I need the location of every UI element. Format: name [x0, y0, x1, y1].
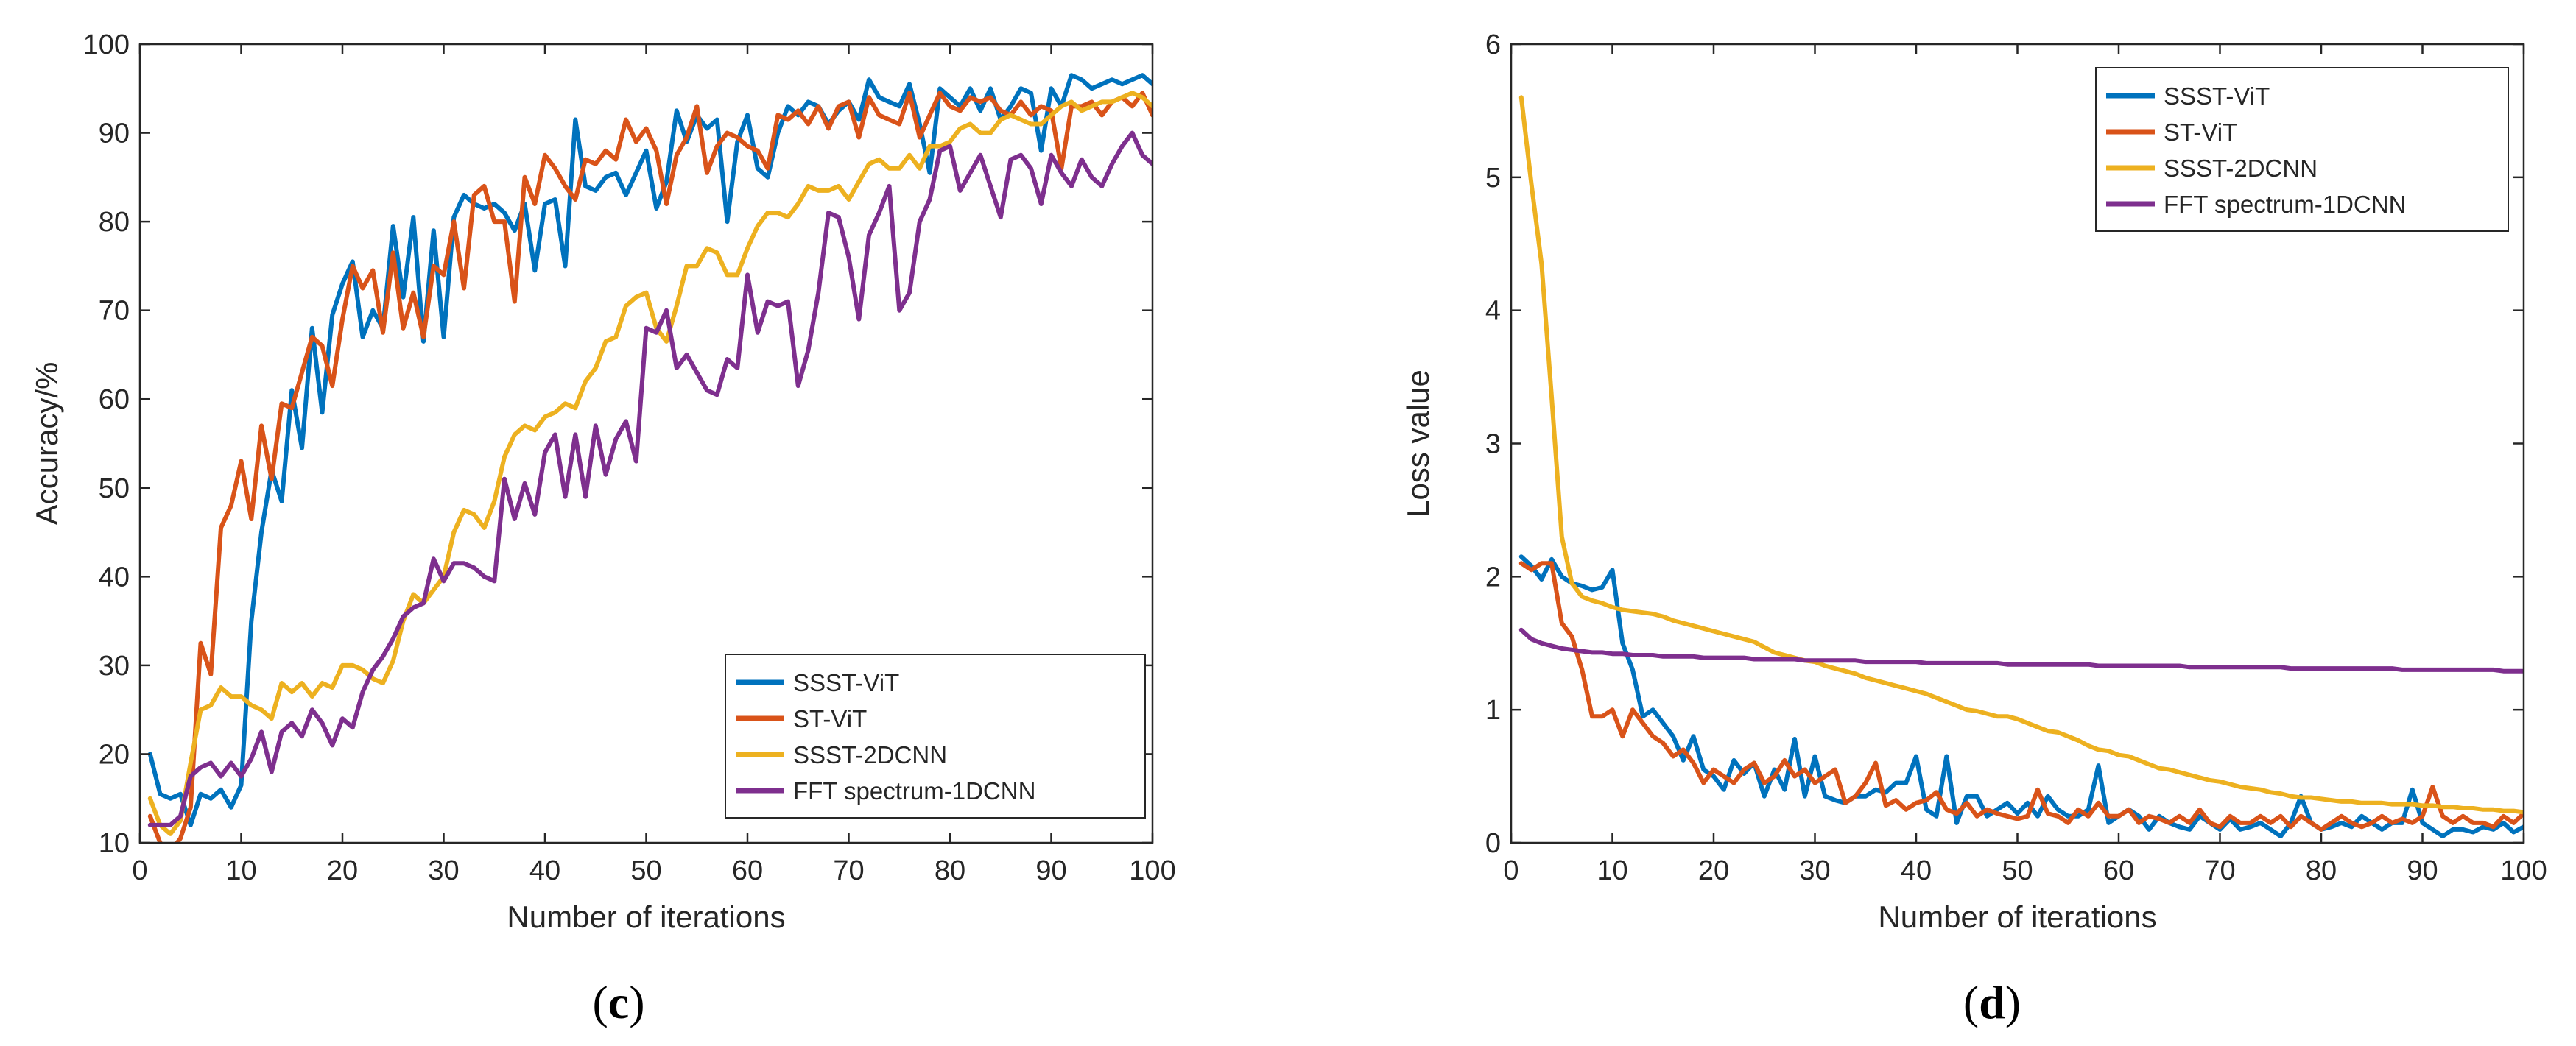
x-tick-label: 60	[732, 855, 763, 886]
y-tick-label: 20	[99, 739, 130, 770]
x-tick-label: 20	[1698, 855, 1729, 886]
legend-label: ST-ViT	[2164, 119, 2237, 146]
x-tick-label: 30	[428, 855, 459, 886]
legend-label: FFT spectrum-1DCNN	[2164, 191, 2406, 218]
panel-label: (c)	[592, 976, 644, 1028]
series-line-ssst-2dcnn	[1518, 95, 2524, 815]
panel-label-letter: c	[608, 976, 629, 1028]
series-line-ssst-2dcnn	[147, 91, 1152, 836]
x-tick-label: 100	[2500, 855, 2547, 886]
panel-label-open: (	[1963, 976, 1979, 1028]
legend-box	[725, 654, 1146, 819]
x-tick-label: 10	[225, 855, 256, 886]
y-tick-label: 1	[1485, 695, 1501, 726]
legend: SSST-ViT ST-ViT SSST-2DCNN FFT spectrum-1DC…	[725, 654, 1146, 819]
panel-label-close: )	[2005, 976, 2021, 1028]
x-tick-label: 90	[1035, 855, 1066, 886]
x-tick-label: 30	[1799, 855, 1830, 886]
x-tick-label: 60	[2103, 855, 2134, 886]
y-tick-label: 3	[1485, 429, 1501, 460]
chart-panel-d: 0 10 20 30 40 50 60 70 80 90 100 0 1 2 3 4 5 6 Number of i…	[1401, 29, 2547, 1028]
x-tick-label: 40	[529, 855, 560, 886]
panel-label-letter: d	[1979, 976, 2005, 1028]
x-tick-label: 70	[833, 855, 864, 886]
y-tick-label: 90	[99, 119, 130, 149]
legend-box	[2095, 67, 2509, 232]
y-tick-label: 4	[1485, 296, 1501, 327]
x-tick-label: 80	[935, 855, 965, 886]
y-tick-label: 2	[1485, 562, 1501, 593]
series-group	[1518, 95, 2524, 838]
y-tick-label: 70	[99, 296, 130, 327]
x-tick-label: 40	[1901, 855, 1932, 886]
legend: SSST-ViT ST-ViT SSST-2DCNN FFT spectrum-1DC…	[2095, 67, 2509, 232]
y-tick-label: 50	[99, 473, 130, 504]
x-tick-label: 90	[2407, 855, 2438, 886]
series-line-st-vit	[147, 91, 1152, 843]
series-group	[147, 73, 1152, 843]
x-tick-label: 80	[2306, 855, 2337, 886]
legend-label: SSST-2DCNN	[2164, 155, 2318, 182]
y-tick-label: 30	[99, 651, 130, 682]
panel-label-close: )	[629, 976, 644, 1028]
legend-label: SSST-2DCNN	[793, 741, 947, 768]
series-line-fft-spectrum-1dcnn	[1518, 627, 2524, 674]
y-tick-label: 60	[99, 384, 130, 415]
x-tick-label: 70	[2204, 855, 2235, 886]
series-line-fft-spectrum-1dcnn	[147, 130, 1152, 827]
legend-label: ST-ViT	[793, 705, 867, 732]
x-tick-label: 10	[1597, 855, 1627, 886]
x-tick-label: 50	[630, 855, 661, 886]
x-tick-label: 20	[327, 855, 358, 886]
legend-label: SSST-ViT	[793, 669, 899, 696]
legend-label: SSST-ViT	[2164, 82, 2270, 110]
legend-label: FFT spectrum-1DCNN	[793, 777, 1035, 805]
panel-label: (d)	[1963, 976, 2021, 1028]
y-tick-label: 40	[99, 562, 130, 593]
x-tick-label: 0	[132, 855, 147, 886]
x-tick-label: 0	[1503, 855, 1518, 886]
x-tick-label: 100	[1129, 855, 1175, 886]
x-axis-label: Number of iterations	[507, 900, 785, 934]
y-tick-label: 80	[99, 207, 130, 238]
y-tick-label: 0	[1485, 828, 1501, 859]
series-line-st-vit	[1518, 561, 2524, 832]
panel-label-open: (	[592, 976, 608, 1028]
y-axis-label: Loss value	[1401, 370, 1435, 517]
series-line-ssst-vit	[1518, 554, 2524, 838]
y-tick-label: 100	[83, 29, 130, 60]
x-axis-label: Number of iterations	[1878, 900, 2156, 934]
chart-panel-c: 0 10 20 30 40 50 60 70 80 90 100102030405060708090…	[29, 29, 1176, 1028]
y-tick-label: 6	[1485, 29, 1501, 60]
y-tick-label: 10	[99, 828, 130, 859]
y-tick-label: 5	[1485, 163, 1501, 194]
x-tick-label: 50	[2002, 855, 2033, 886]
y-axis-label: Accuracy/%	[29, 362, 64, 526]
